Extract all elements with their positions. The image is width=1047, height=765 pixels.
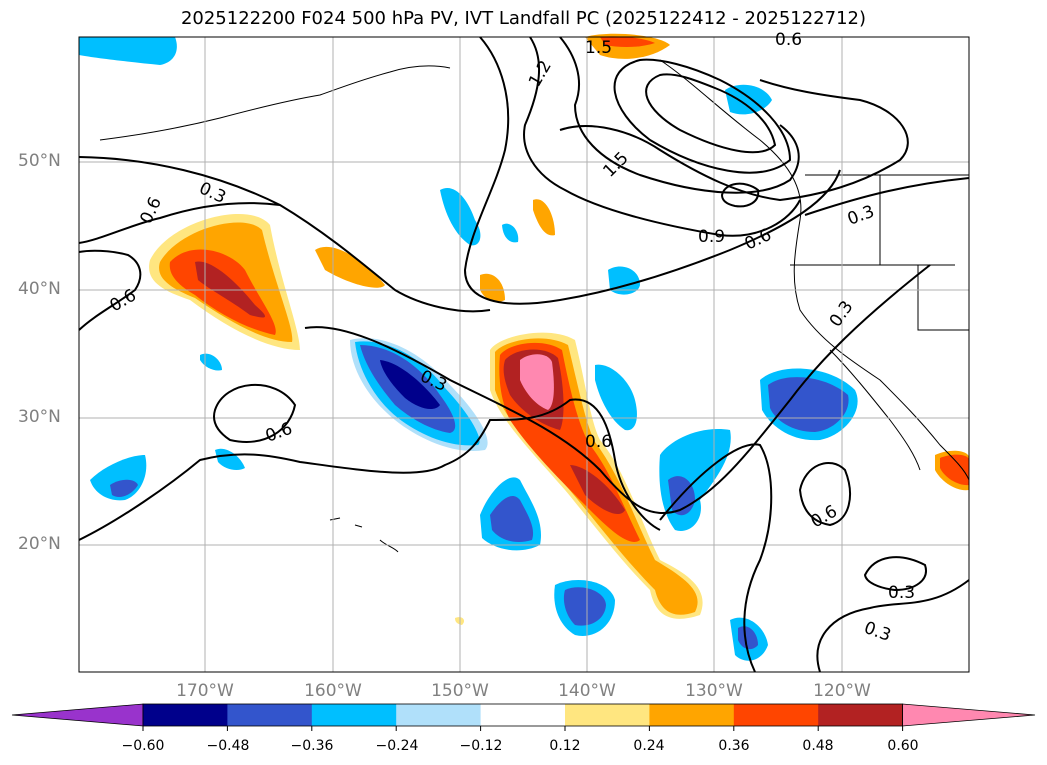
contour-0-6-wedge [78, 249, 142, 331]
contour-label: 0.3 [888, 583, 915, 603]
colorbar [11, 703, 1036, 731]
colorbar-outline [142, 703, 903, 727]
lon-label: 120°W [813, 681, 871, 701]
colorbar-tick-label: 0.60 [887, 738, 919, 754]
lon-label: 170°W [176, 681, 234, 701]
contour-0-6-ne [559, 79, 909, 202]
colorbar-extend-left [11, 703, 144, 727]
map-border [78, 36, 970, 673]
colorbar-segment [565, 704, 650, 726]
contour-1-2 [463, 36, 841, 305]
contour-0-3-ne [804, 177, 970, 216]
hawaii-islands [329, 517, 399, 553]
state-border-3 [917, 265, 969, 331]
contour-0-6-se-loop [798, 461, 851, 527]
alaska-coast [99, 65, 451, 141]
chart-title: 2025122200 F024 500 hPa PV, IVT Landfall… [180, 8, 867, 29]
contour-0-3-south [816, 579, 970, 673]
colorbar-tick-label: −0.12 [459, 738, 503, 754]
contour-0-6-loop [212, 383, 297, 443]
contour-0-6-west [78, 202, 281, 244]
colorbar-segment [818, 704, 904, 726]
lat-label: 50°N [18, 151, 61, 171]
gridlines [79, 37, 969, 672]
colorbar-segment [396, 704, 482, 726]
contour-vortex-1 [613, 58, 792, 174]
contour-lines [78, 36, 970, 673]
colorbar-tick-label: −0.36 [290, 738, 334, 754]
lat-label: 30°N [18, 407, 61, 427]
colorbar-segment [733, 704, 819, 726]
colorbar-tick-label: −0.60 [121, 738, 165, 754]
contour-0-6-east [659, 443, 773, 673]
contour-1-5-inner [559, 36, 800, 194]
lon-label: 140°W [558, 681, 616, 701]
baja-coast [829, 349, 921, 471]
colorbar-segment [649, 704, 735, 726]
contour-label: 1.5 [585, 38, 612, 58]
lon-label: 130°W [685, 681, 743, 701]
colorbar-segment [143, 704, 228, 726]
colorbar-tick-label: 0.36 [718, 738, 750, 754]
coastlines [99, 59, 970, 553]
contour-label: 0.6 [775, 30, 802, 50]
colorbar-tick-label: 0.48 [802, 738, 834, 754]
colorbar-segment [311, 704, 397, 726]
contour-0-6-south [78, 398, 661, 541]
lat-label: 40°N [18, 279, 61, 299]
contour-0-3-north [78, 156, 491, 313]
contour-0-3-loop [863, 556, 927, 592]
lon-label: 160°W [304, 681, 362, 701]
contour-0-9-loop [720, 182, 760, 208]
contour-1-5 [523, 36, 801, 237]
colorbar-tick-label: −0.48 [206, 738, 250, 754]
colorbar-tick-label: 0.24 [633, 738, 665, 754]
contour-label: 0.9 [698, 227, 725, 247]
contour-label: 0.6 [585, 432, 612, 452]
colorbar-tick-label: −0.24 [375, 738, 419, 754]
colorbar-segment [480, 704, 566, 726]
colorbar-extend-right [902, 703, 1036, 727]
colorbar-tick-label: 0.12 [549, 738, 581, 754]
lon-label: 150°W [431, 681, 489, 701]
colorbar-segment [227, 704, 313, 726]
lat-label: 20°N [18, 534, 61, 554]
north-america-coast [659, 59, 970, 481]
contour-vortex-2 [645, 73, 777, 154]
contour-0-3-central [304, 264, 931, 515]
